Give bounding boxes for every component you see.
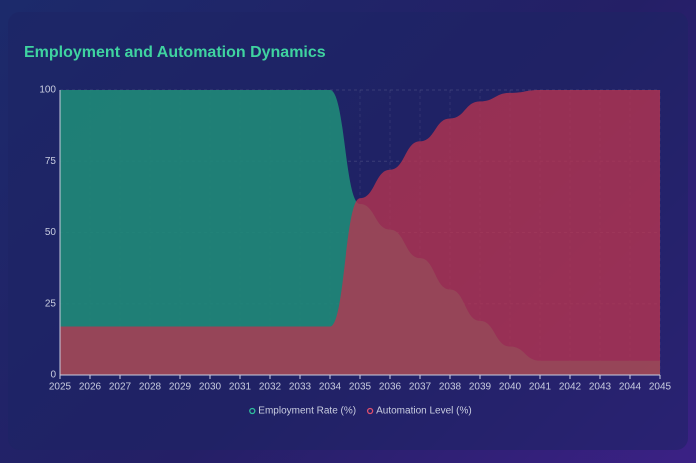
- y-tick-label: 75: [45, 156, 57, 167]
- x-tick-label: 2032: [259, 382, 282, 393]
- x-tick-label: 2037: [409, 382, 432, 393]
- x-tick-label: 2026: [79, 382, 102, 393]
- x-tick-label: 2045: [649, 382, 672, 393]
- area: [60, 90, 660, 375]
- y-tick-label: 50: [45, 227, 57, 238]
- x-tick-label: 2033: [289, 382, 312, 393]
- x-tick-label: 2027: [109, 382, 132, 393]
- x-tick-label: 2035: [349, 382, 372, 393]
- legend-marker: [249, 407, 256, 415]
- y-tick-label: 25: [45, 298, 57, 309]
- x-tick-label: 2028: [139, 382, 162, 393]
- x-tick-label: 2040: [499, 382, 522, 393]
- x-tick-label: 2041: [529, 382, 552, 393]
- x-tick-label: 2034: [319, 382, 342, 393]
- x-tick-label: 2043: [589, 382, 612, 393]
- legend: Employment Rate (%) Automation Level (%): [249, 406, 472, 417]
- chart-title: Employment and Automation Dynamics: [24, 44, 326, 61]
- x-tick-label: 2025: [49, 382, 72, 393]
- legend-label: Automation Level (%): [376, 406, 472, 417]
- legend-marker: [366, 407, 374, 415]
- x-tick-label: 2030: [199, 382, 222, 393]
- x-tick-label: 2031: [229, 382, 252, 393]
- y-tick-label: 0: [50, 370, 56, 381]
- x-tick-label: 2036: [379, 382, 402, 393]
- x-tick-label: 2038: [439, 382, 462, 393]
- x-tick-label: 2029: [169, 382, 192, 393]
- y-tick-label: 100: [39, 85, 56, 96]
- x-tick-label: 2044: [619, 382, 642, 393]
- x-tick-label: 2039: [469, 382, 492, 393]
- legend-label: Employment Rate (%): [258, 406, 356, 417]
- x-tick-label: 2042: [559, 382, 582, 393]
